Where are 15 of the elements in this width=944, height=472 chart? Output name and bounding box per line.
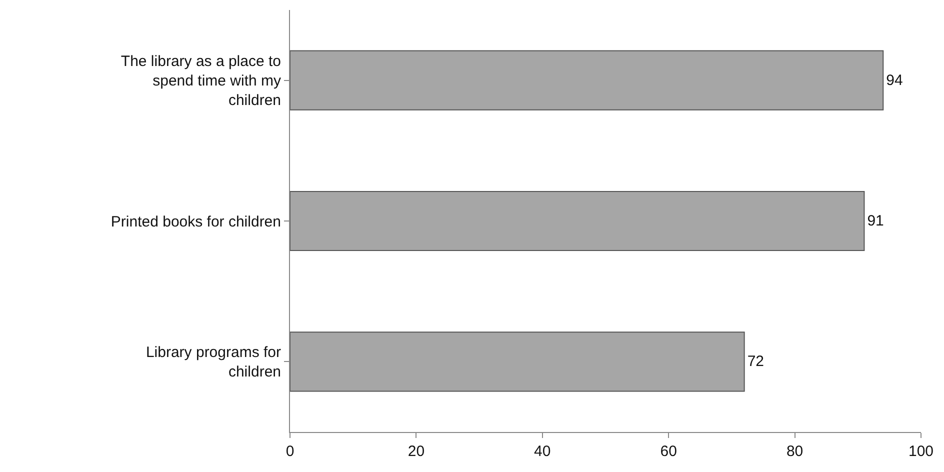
x-tick-label: 20	[408, 443, 425, 460]
bar	[290, 50, 884, 110]
x-tick-label: 100	[908, 443, 934, 460]
bar	[290, 332, 745, 392]
y-tick-label: Printed books for children	[110, 213, 281, 230]
data-label: 91	[867, 212, 884, 230]
data-label: 72	[747, 353, 764, 370]
x-tick-label: 40	[534, 443, 551, 460]
x-tick-label: 0	[286, 443, 294, 460]
bar	[290, 190, 865, 252]
x-tick-label: 80	[786, 443, 804, 460]
data-label: 94	[886, 72, 903, 89]
y-tick-label: Library programs for children	[146, 344, 281, 381]
x-tick-label: 60	[660, 443, 677, 460]
y-tick-label: The library as a place to spend time with my children	[120, 53, 282, 110]
